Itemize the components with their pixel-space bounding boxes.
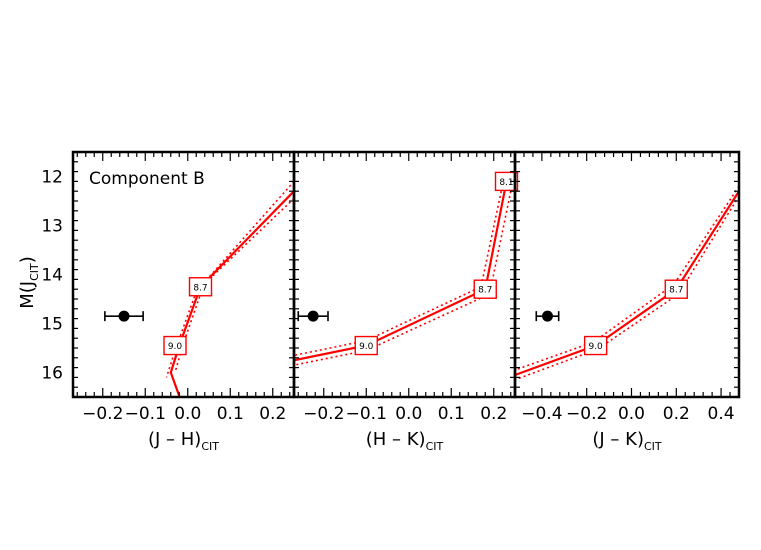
- series-line-dotted: [515, 195, 739, 381]
- plot-area: [165, 180, 294, 397]
- series-line-solid: [515, 190, 739, 377]
- x-tick-label: −0.1: [346, 404, 387, 424]
- age-marker-label: 9.0: [168, 342, 183, 352]
- x-axis-label-main: (H – K): [366, 429, 426, 450]
- age-marker-label: 9.0: [588, 342, 603, 352]
- data-point: [118, 310, 130, 322]
- y-tick-label: 12: [41, 168, 63, 188]
- x-tick-label: 0.0: [174, 404, 201, 424]
- series-line-dotted: [294, 191, 512, 366]
- plot-area: [515, 185, 739, 381]
- panel-J-K: 8.7 9.0 −0.4 −0.2 0.0 0.2 0.4 (J – K)CIT: [513, 150, 741, 453]
- x-tick-label: 0.2: [663, 404, 690, 424]
- panel-J-H: 8.7 9.0 −0.2 −0.1 0.0 0.1 0.2 12 13 14 15 16 (J – H)…: [17, 150, 296, 453]
- series-line-dotted: [515, 185, 739, 371]
- y-tick-label: 13: [41, 217, 63, 237]
- panel-frame: [292, 150, 517, 399]
- x-tick-label: −0.1: [125, 404, 166, 424]
- series-line-dotted: [165, 197, 294, 378]
- data-point: [307, 310, 319, 322]
- x-axis-label: (J – H)CIT: [148, 429, 219, 453]
- x-tick-label: 0.4: [708, 404, 735, 424]
- series-line-solid: [169, 190, 294, 397]
- panel-annotation: Component B: [89, 169, 205, 189]
- age-marker-label: 8.7: [193, 283, 207, 293]
- x-axis-label: (H – K)CIT: [366, 429, 444, 453]
- age-marker-box: [163, 335, 187, 356]
- age-marker-label: 9.0: [359, 342, 374, 352]
- age-marker-box: [354, 335, 378, 356]
- x-axis-label-sub: CIT: [644, 440, 662, 453]
- series-line-dotted: [174, 180, 294, 373]
- age-marker-label: 8.7: [669, 286, 683, 296]
- x-tick-label: 0.1: [217, 404, 244, 424]
- y-tick-label: 16: [41, 364, 63, 384]
- x-tick-label: 0.2: [259, 404, 286, 424]
- x-tick-label: −0.2: [303, 404, 344, 424]
- x-axis-label-main: (J – H): [148, 429, 201, 450]
- series-line-dotted: [294, 176, 506, 357]
- x-tick-label: 0.1: [438, 404, 465, 424]
- age-marker-box: [664, 279, 688, 299]
- panel-frame: [513, 150, 741, 399]
- age-marker-label: 8.7: [478, 286, 492, 296]
- x-axis-label: (J – K)CIT: [592, 429, 662, 453]
- x-axis-label-main: (J – K): [592, 429, 644, 450]
- x-tick-label: 0.0: [395, 404, 422, 424]
- y-axis-label-main: M(J: [17, 281, 38, 309]
- x-tick-label: −0.2: [82, 404, 123, 424]
- y-axis-label-close: ): [17, 256, 38, 263]
- age-marker-box: [188, 277, 213, 297]
- x-tick-label: 0.2: [480, 404, 507, 424]
- series-line-solid: [294, 181, 508, 362]
- age-marker-label: 8.1: [499, 178, 513, 188]
- panel-H-K: 8.1 8.7 9.0 −0.2 −0.1 0.0 0.1 0.2 (H – K)CIT: [292, 150, 519, 453]
- x-tick-label: −0.2: [566, 404, 607, 424]
- y-axis-label-sub: CIT: [28, 263, 41, 281]
- y-tick-label: 15: [41, 315, 63, 335]
- age-marker-box: [583, 335, 608, 356]
- x-tick-label: −0.4: [521, 404, 562, 424]
- plot-area: [294, 176, 512, 366]
- data-point: [541, 310, 553, 322]
- y-axis-label: M(JCIT): [17, 256, 41, 309]
- age-marker-box: [473, 279, 497, 299]
- x-tick-label: 0.0: [618, 404, 645, 424]
- x-axis-label-sub: CIT: [426, 440, 444, 453]
- x-axis-label-sub: CIT: [201, 440, 219, 453]
- y-tick-label: 14: [41, 266, 63, 286]
